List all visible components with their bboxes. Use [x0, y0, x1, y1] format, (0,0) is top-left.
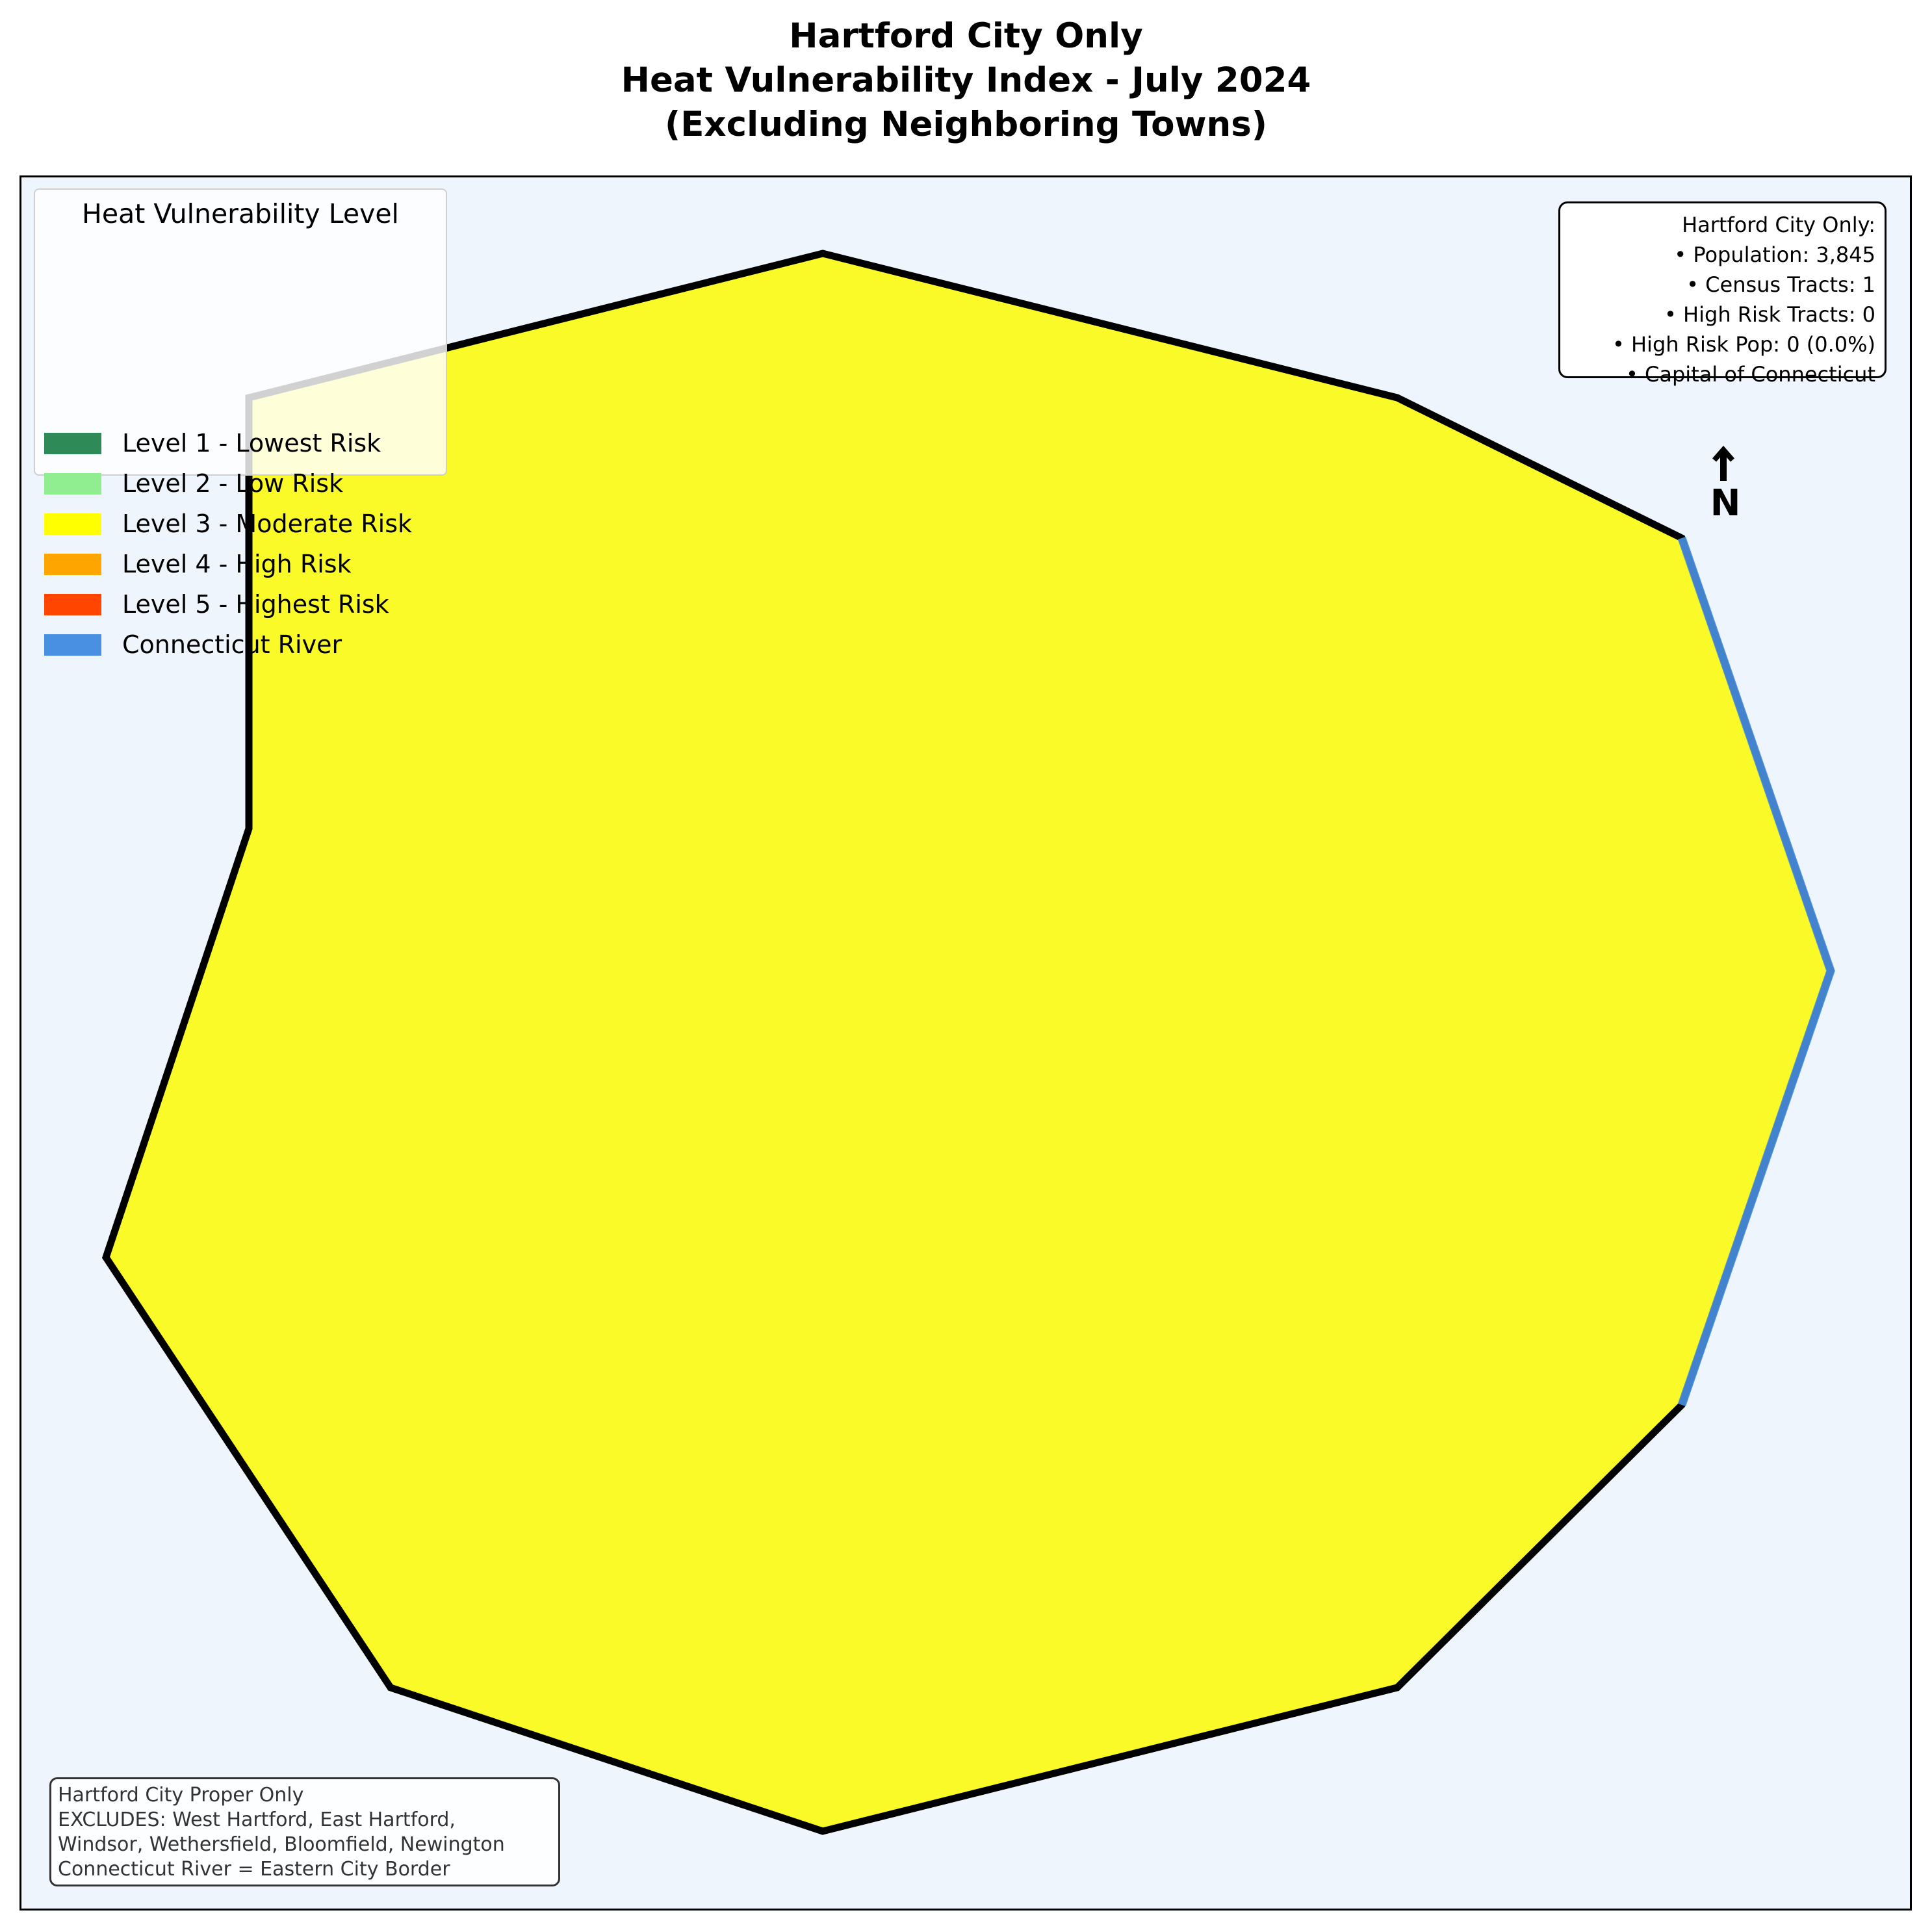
info-census-tracts: • Census Tracts: 1	[1686, 272, 1875, 297]
note-line-3: Windsor, Wethersfield, Bloomfield, Newin…	[58, 1833, 505, 1856]
legend-item-level-3: Level 3 - Moderate Risk	[44, 508, 412, 540]
title-line-2: Heat Vulnerability Index - July 2024	[621, 60, 1311, 100]
legend-swatch-level-1	[44, 432, 101, 454]
info-header: Hartford City Only:	[1682, 212, 1875, 237]
title-line-1: Hartford City Only	[789, 16, 1143, 56]
hartford-city-region[interactable]	[101, 250, 1835, 1835]
legend-swatch-level-5	[44, 593, 101, 615]
title-line-3: (Excluding Neighboring Towns)	[664, 105, 1268, 144]
legend-label: Connecticut River	[122, 630, 342, 659]
legend-label: Level 5 - Highest Risk	[122, 590, 389, 619]
legend-item-level-5: Level 5 - Highest Risk	[44, 588, 389, 621]
legend: Heat Vulnerability Level Level 1 - Lowes…	[34, 188, 447, 659]
note-line-1: Hartford City Proper Only	[58, 1784, 304, 1807]
north-label: N	[1710, 482, 1741, 524]
scope-note-box: Hartford City Proper Only EXCLUDES: West…	[49, 1777, 560, 1886]
info-high-risk-pop: • High Risk Pop: 0 (0.0%)	[1612, 332, 1875, 357]
legend-swatch-level-4	[44, 553, 101, 575]
legend-title: Heat Vulnerability Level	[82, 198, 399, 229]
legend-swatch-level-2	[44, 472, 101, 495]
info-capital: • Capital of Connecticut	[1625, 362, 1875, 387]
info-population: • Population: 3,845	[1674, 242, 1875, 267]
connecticut-river-line	[1677, 536, 1835, 1407]
info-high-risk-tracts: • High Risk Tracts: 0	[1664, 302, 1875, 327]
legend-label: Level 1 - Lowest Risk	[122, 429, 381, 457]
map-title: Hartford City Only Heat Vulnerability In…	[0, 14, 1932, 147]
legend-swatch-river	[44, 634, 101, 656]
legend-item-level-1: Level 1 - Lowest Risk	[44, 427, 381, 459]
legend-item-level-2: Level 2 - Low Risk	[44, 467, 343, 500]
city-info-box: Hartford City Only: • Population: 3,845 …	[1558, 201, 1887, 387]
legend-item-level-4: Level 4 - High Risk	[44, 548, 352, 580]
legend-swatch-level-3	[44, 513, 101, 535]
note-line-4: Connecticut River = Eastern City Border	[58, 1858, 450, 1881]
legend-label: Level 2 - Low Risk	[122, 469, 344, 498]
legend-label: Level 4 - High Risk	[122, 550, 352, 578]
note-line-2: EXCLUDES: West Hartford, East Hartford,	[58, 1808, 456, 1831]
legend-label: Level 3 - Moderate Risk	[122, 509, 412, 538]
legend-item-river: Connecticut River	[44, 628, 342, 661]
north-arrow-icon	[1712, 445, 1735, 481]
